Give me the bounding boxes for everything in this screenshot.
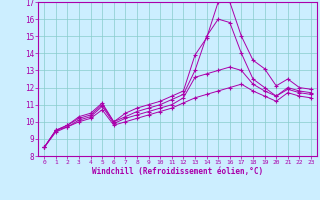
X-axis label: Windchill (Refroidissement éolien,°C): Windchill (Refroidissement éolien,°C): [92, 167, 263, 176]
